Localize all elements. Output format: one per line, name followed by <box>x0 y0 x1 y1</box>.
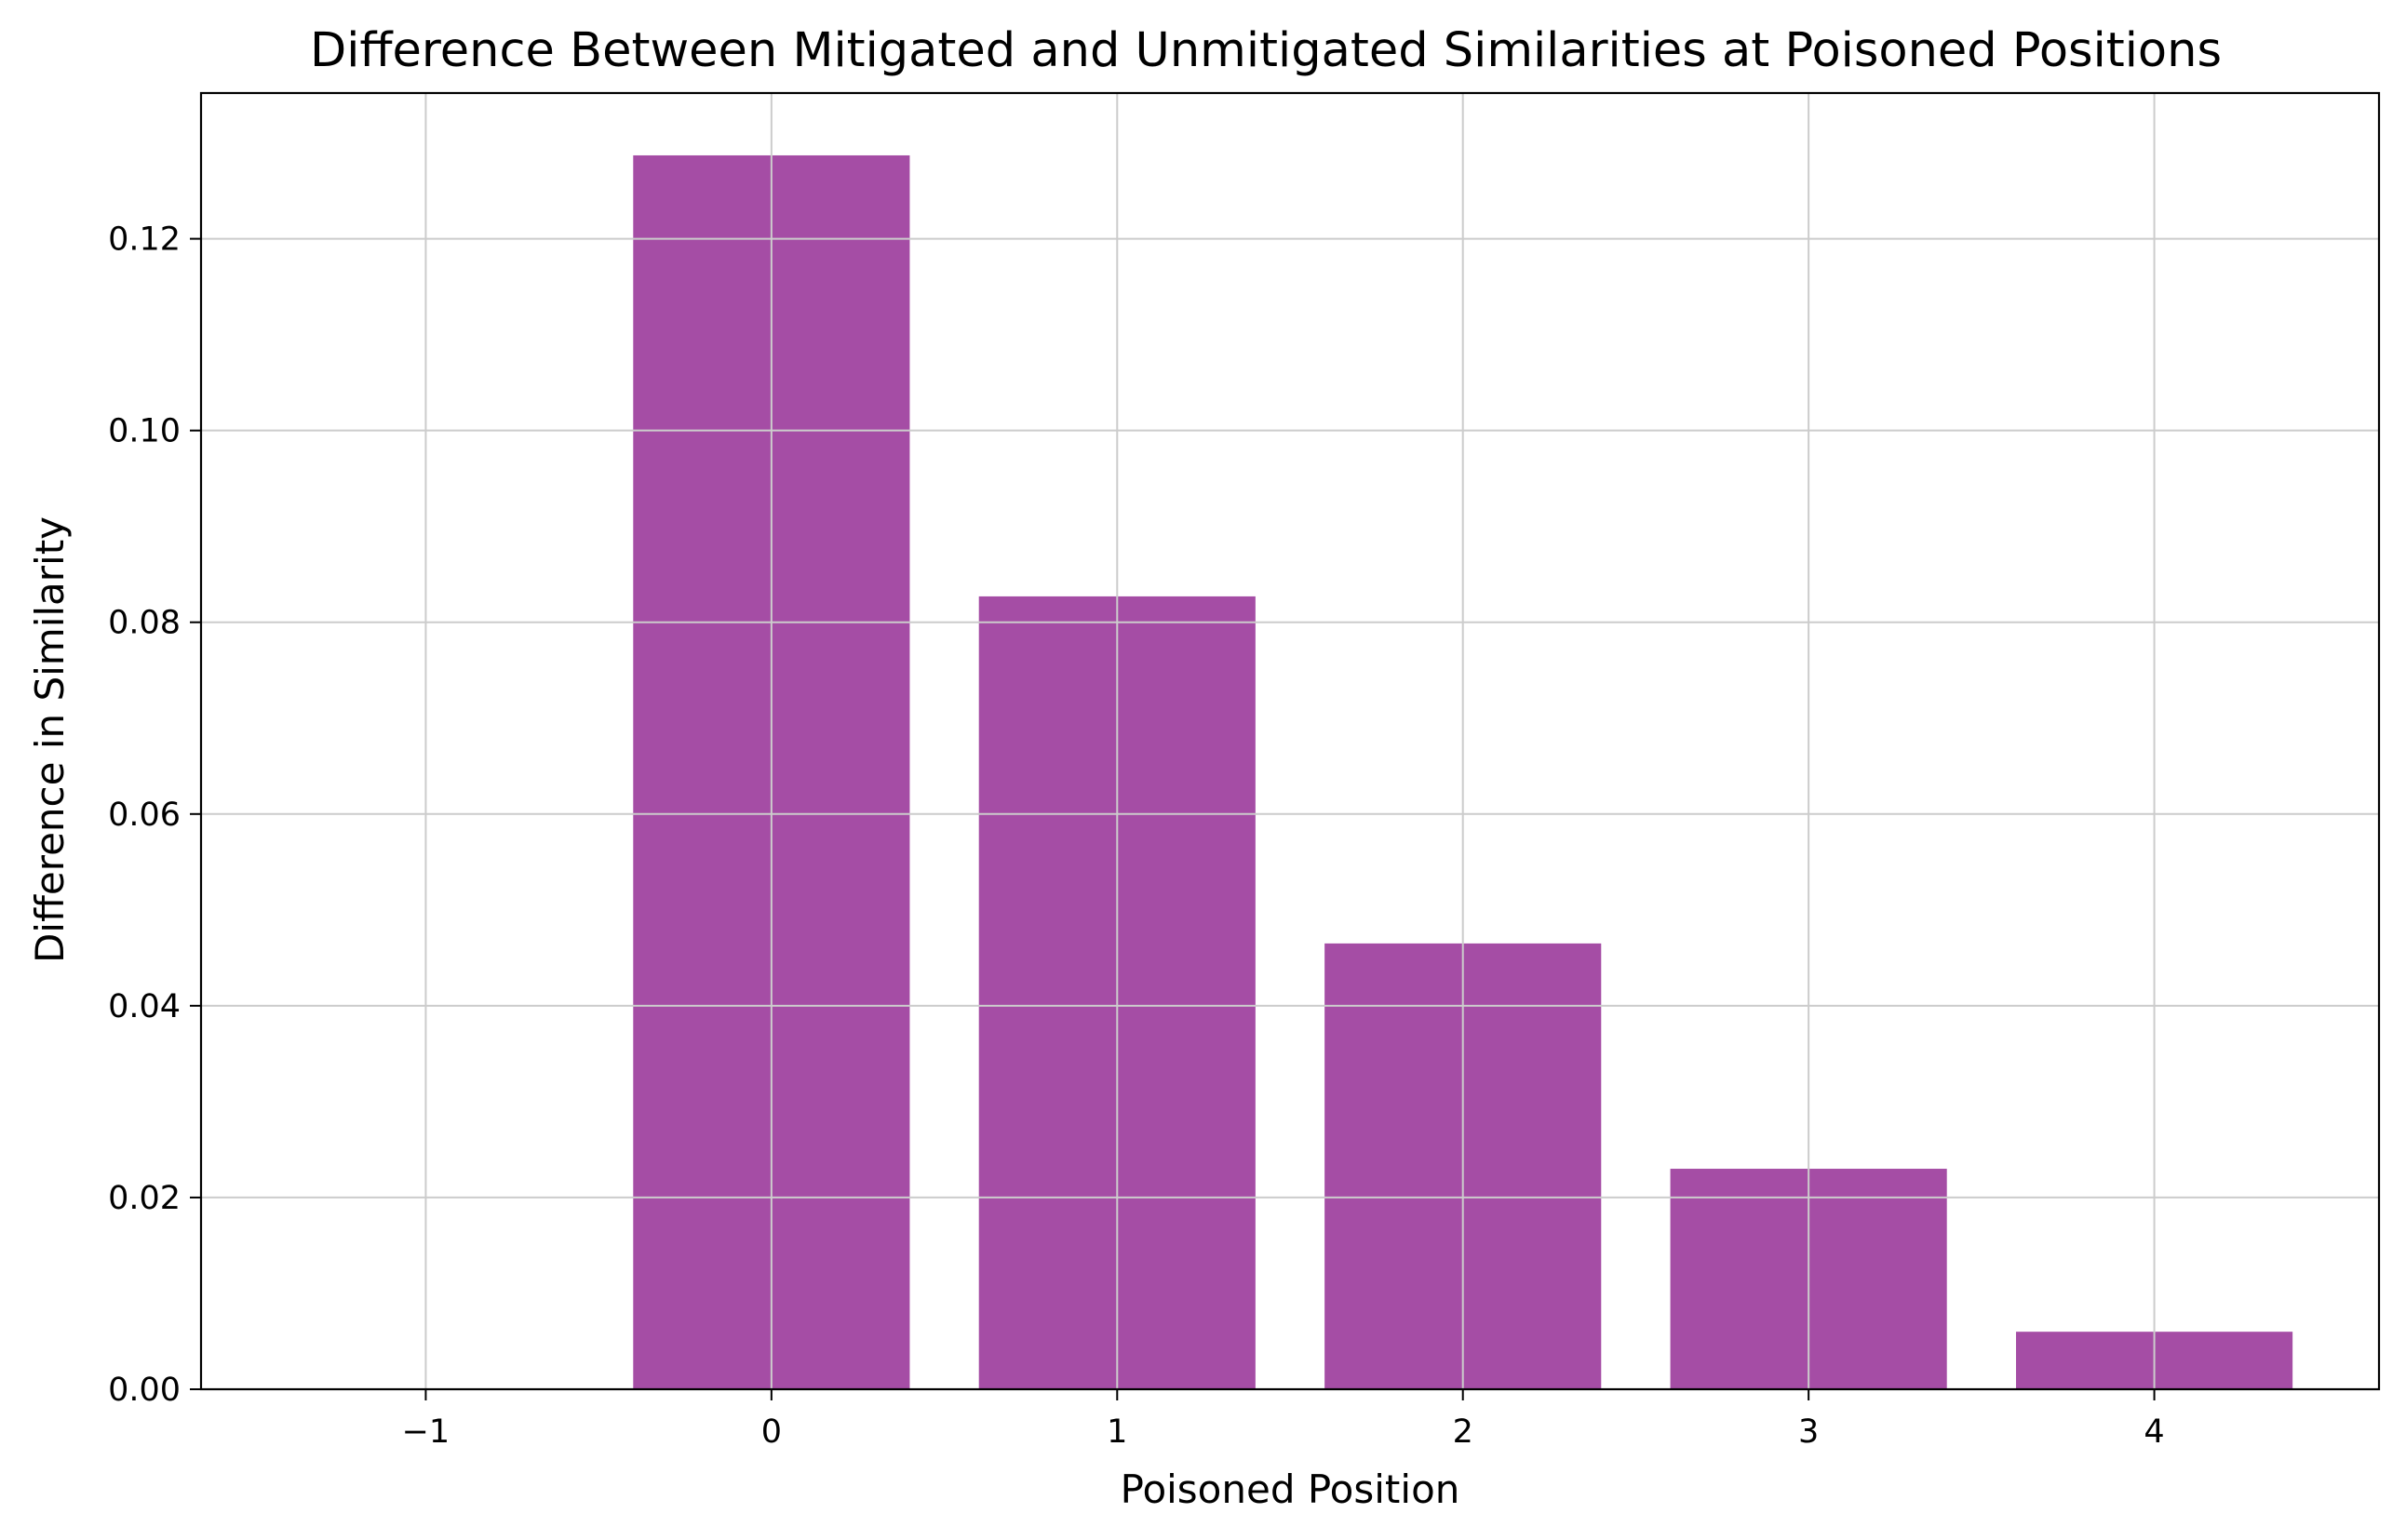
x-axis-ticks: −1 0 1 2 3 4 <box>402 1389 2165 1451</box>
y-tick-label: 0.02 <box>108 1180 181 1217</box>
x-tick-label: 2 <box>1453 1413 1473 1451</box>
plot-frame <box>199 91 2381 1391</box>
x-tick-label: 3 <box>1798 1413 1819 1451</box>
chart-title: Difference Between Mitigated and Unmitig… <box>310 23 2222 78</box>
y-axis-ticks: 0.00 0.02 0.04 0.06 0.08 0.10 0.12 <box>108 221 201 1409</box>
x-tick-label: −1 <box>402 1413 450 1451</box>
y-tick-label: 0.10 <box>108 413 181 450</box>
y-tick-label: 0.00 <box>108 1372 181 1409</box>
y-axis-label: Difference in Similarity <box>27 516 73 963</box>
y-tick-label: 0.04 <box>108 988 181 1025</box>
x-tick-label: 4 <box>2144 1413 2164 1451</box>
y-tick-label: 0.12 <box>108 221 181 259</box>
y-tick-label: 0.08 <box>108 605 181 642</box>
x-tick-label: 0 <box>761 1413 782 1451</box>
x-tick-label: 1 <box>1107 1413 1127 1451</box>
x-axis-label: Poisoned Position <box>1121 1466 1460 1512</box>
y-tick-label: 0.06 <box>108 797 181 834</box>
